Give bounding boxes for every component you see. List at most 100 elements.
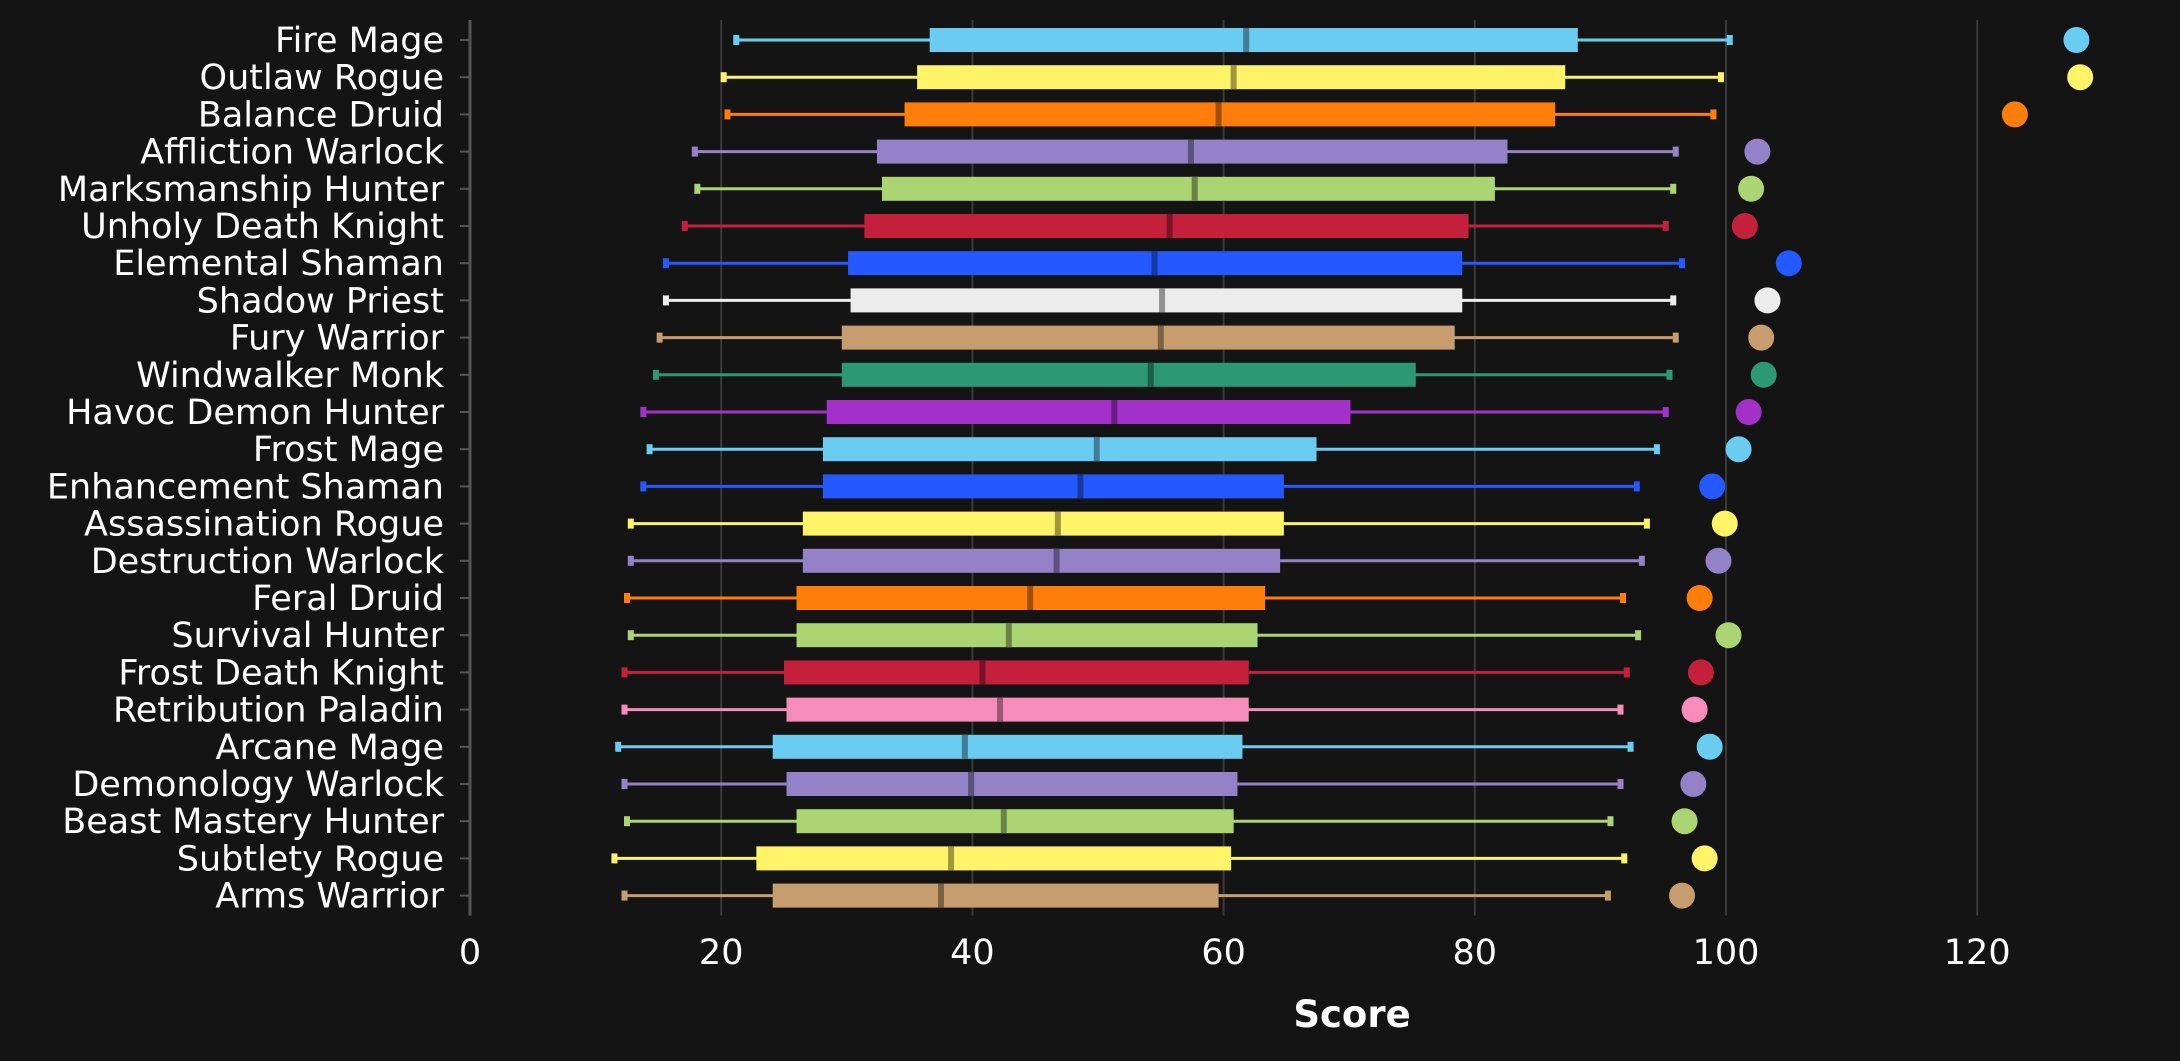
whisker-cap-min [681,221,688,231]
iqr-box [802,511,1284,536]
median-marker [1187,139,1194,164]
iqr-box [881,176,1495,201]
outlier-point [1754,287,1781,314]
category-label: Feral Druid [252,579,444,619]
outlier-point [1735,399,1762,425]
iqr-box [796,809,1234,834]
box-row [627,510,1738,537]
whisker-cap-max [1679,258,1686,269]
box-series [611,27,2094,909]
x-axis-ticks: 0 20 40 60 80 100 120 [459,933,2011,973]
box-row [720,64,2094,91]
box-row [611,845,1718,872]
whisker-cap-max [1643,518,1650,529]
grid-lines [720,20,1979,916]
whisker-cap-max [1623,667,1630,678]
whisker-cap-min [611,853,618,864]
category-label: Affliction Warlock [140,133,445,173]
iqr-box [826,400,1351,424]
category-label: Survival Hunter [171,616,444,656]
median-marker [1157,325,1164,350]
category-label: Balance Druid [198,95,444,135]
whisker-cap-max [1607,816,1614,827]
box-row [615,733,1723,760]
whisker-cap-min [662,295,669,306]
whisker-cap-max [1620,593,1627,603]
box-row [621,659,1714,686]
category-label: Frost Death Knight [118,653,444,693]
x-tick-label: 120 [1944,933,2011,973]
whisker-cap-min [621,667,628,678]
whisker-cap-min [627,630,634,641]
box-row [624,585,1713,611]
outlier-point [2067,64,2094,91]
whisker-cap-min [652,369,659,380]
median-marker [1093,437,1100,462]
category-label: Frost Mage [253,430,444,470]
median-marker [1215,102,1222,127]
box-row [662,250,1802,277]
iqr-box [841,325,1455,350]
whisker-cap-min [694,183,701,194]
whisker-cap-min [720,72,727,83]
box-row [640,473,1726,500]
box-row [640,399,1762,425]
whisker-cap-min [621,779,628,789]
median-marker [979,660,986,685]
iqr-box [796,623,1258,648]
outlier-point [1738,175,1765,202]
category-label: Fury Warrior [230,319,445,359]
median-marker [1147,362,1154,387]
outlier-point [1750,361,1777,388]
median-marker [1230,65,1237,90]
outlier-point [1744,138,1771,165]
outlier-point [2001,101,2028,128]
whisker-cap-max [1666,369,1673,380]
category-label: Unholy Death Knight [81,207,444,247]
category-label: Marksmanship Hunter [58,170,445,210]
median-marker [968,772,975,796]
median-marker [1077,474,1084,499]
iqr-box [772,883,1219,908]
whisker-cap-max [1617,704,1624,715]
category-label: Outlaw Rogue [200,58,444,98]
whisker-cap-max [1670,183,1677,194]
box-row [624,808,1698,835]
iqr-box [802,548,1281,573]
iqr-box [786,772,1238,796]
whisker-cap-min [640,481,647,492]
box-row [656,324,1775,351]
whisker-cap-max [1633,481,1640,492]
median-marker [1027,586,1034,610]
outlier-point [1699,473,1726,500]
box-row [681,213,1758,239]
iqr-box [864,214,1469,238]
box-row [627,622,1742,649]
whisker-cap-min [733,35,740,45]
median-marker [961,734,968,759]
median-marker [1005,623,1012,648]
box-row [621,771,1707,797]
outlier-point [1671,808,1698,835]
category-label: Windwalker Monk [136,356,445,396]
box-row [652,361,1777,388]
whisker-cap-min [624,593,630,603]
outlier-point [1681,696,1708,723]
median-marker [1166,214,1173,238]
iqr-box [850,288,1463,313]
whisker-cap-max [1621,853,1628,864]
whisker-cap-max [1635,630,1642,641]
outlier-point [1696,733,1723,760]
iqr-box [841,362,1416,387]
x-axis-title: Score [1293,993,1410,1036]
iqr-box [786,697,1249,722]
median-marker [1151,251,1158,276]
whisker-cap-min [624,816,630,827]
category-label: Elemental Shaman [113,244,444,284]
category-label: Beast Mastery Hunter [62,802,444,842]
whisker-cap-min [646,444,653,455]
whisker-cap-max [1717,72,1724,83]
median-marker [1054,511,1061,536]
category-label: Enhancement Shaman [47,467,444,507]
box-row [724,101,2028,128]
